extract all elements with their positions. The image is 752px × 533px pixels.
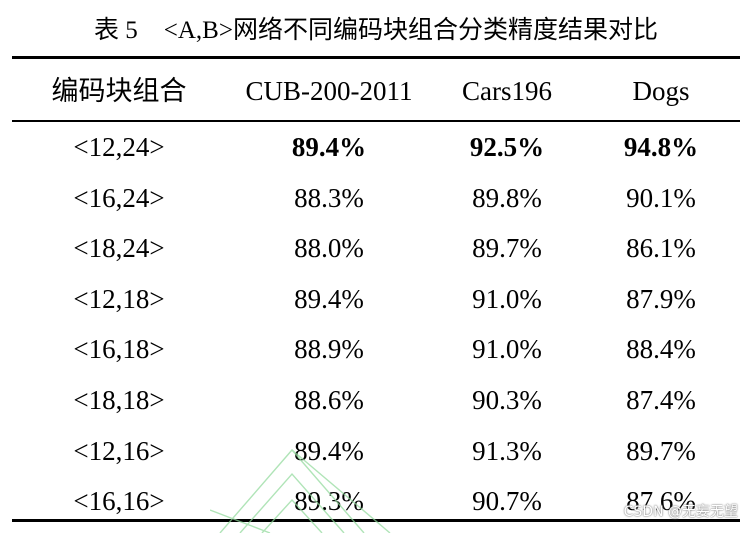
table-row: <12,18> 89.4% 91.0% 87.9% (12, 274, 740, 324)
cell-dogs: 88.4% (626, 334, 696, 365)
cell-dogs: 86.1% (626, 233, 696, 264)
header-cars: Cars196 (462, 76, 552, 106)
table-title: <A,B>网络不同编码块组合分类精度结果对比 (163, 17, 658, 44)
table-row: <12,24> 89.4% 92.5% 94.8% (12, 122, 740, 172)
cell-cub: 89.4% (291, 132, 367, 162)
cell-dogs: 89.7% (626, 435, 696, 466)
cell-combo: <18,18> (73, 385, 165, 415)
cell-combo: <16,16> (73, 486, 165, 517)
cell-cub: 89.4% (294, 435, 364, 466)
table-row: <18,24> 88.0% 89.7% 86.1% (12, 223, 740, 273)
table-row: <16,18> 88.9% 91.0% 88.4% (12, 324, 740, 374)
header-dogs: Dogs (632, 76, 690, 106)
header-rule (12, 120, 740, 122)
cell-dogs: 87.9% (626, 283, 696, 314)
cell-dogs: 87.4% (626, 385, 696, 415)
cell-cub: 88.6% (294, 385, 364, 415)
cell-cars: 90.3% (472, 385, 542, 415)
cell-cub: 88.3% (294, 182, 364, 213)
header-combo: 编码块组合 (51, 76, 187, 106)
cell-cars: 91.0% (472, 334, 542, 365)
csdn-watermark: CSDN @无妄无望 (623, 504, 738, 520)
cell-dogs: 94.8% (623, 132, 699, 162)
cell-cars: 92.5% (469, 132, 545, 162)
cell-dogs: 87.6% (626, 486, 696, 517)
cell-combo: <12,18> (73, 283, 165, 314)
cell-cub: 88.0% (294, 233, 364, 264)
cell-dogs: 90.1% (626, 182, 696, 213)
header-cub: CUB-200-2011 (245, 76, 413, 106)
cell-combo: <16,24> (73, 182, 165, 213)
cell-cars: 89.8% (472, 182, 542, 213)
cell-cars: 90.7% (472, 486, 542, 517)
cell-combo: <12,16> (73, 435, 165, 466)
cell-combo: <16,18> (73, 334, 165, 365)
cell-combo: <18,24> (73, 233, 165, 264)
cell-cars: 89.7% (472, 233, 542, 264)
cell-cub: 89.4% (294, 283, 364, 314)
table-row: <12,16> 89.4% 91.3% 89.7% (12, 426, 740, 476)
top-rule (12, 56, 740, 59)
table-header-row: 编码块组合 CUB-200-2011 Cars196 Dogs (12, 66, 740, 116)
cell-combo: <12,24> (73, 132, 165, 162)
table-number: 表 5 (94, 17, 138, 44)
table-caption: 表 5 <A,B>网络不同编码块组合分类精度结果对比 (0, 16, 752, 46)
cell-cars: 91.0% (472, 283, 542, 314)
table-row: <18,18> 88.6% 90.3% 87.4% (12, 375, 740, 425)
cell-cub: 88.9% (294, 334, 364, 365)
table-row: <16,24> 88.3% 89.8% 90.1% (12, 173, 740, 223)
cell-cars: 91.3% (472, 435, 542, 466)
